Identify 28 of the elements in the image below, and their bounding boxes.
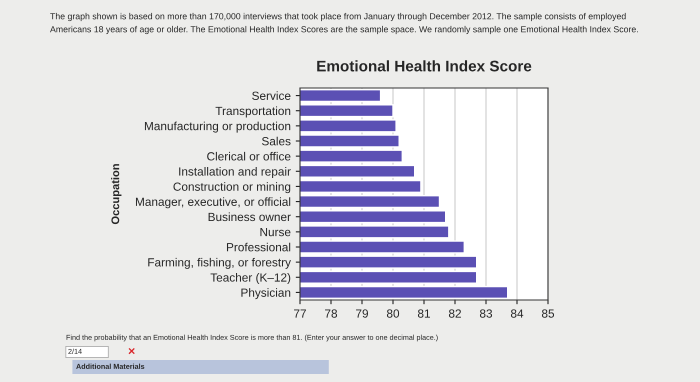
text: Americans 18 years of age or older. The Emotional Health Index Scores are the sample space. We randomly sample one Emotional Health Index Score.: [50, 26, 638, 34]
y-tick-label: Farming, fishing, or forestry: [148, 258, 291, 269]
x-tick-label: 78: [325, 309, 338, 318]
y-tick-label: Business owner: [208, 212, 291, 222]
text: ×: [128, 348, 135, 354]
x-tick-label: 77: [294, 309, 306, 318]
y-tick-label: Sales: [262, 136, 291, 146]
y-axis-title: Occupation: [111, 164, 122, 224]
text: The graph shown is based on more than 170,000 interviews that took place from January through December 2012. The sample consists of employed: [50, 12, 626, 22]
y-tick-label: Manufacturing or production: [144, 122, 290, 133]
y-tick-label: Teacher (K–12): [210, 273, 290, 284]
chart-title: Emotional Health Index Score: [317, 60, 532, 72]
x-tick-label: 79: [356, 309, 368, 318]
x-tick-label: 83: [480, 309, 492, 318]
y-tick-label: Construction or mining: [173, 182, 290, 194]
y-tick-label: Professional: [226, 242, 290, 252]
x-tick-label: 82: [448, 309, 461, 318]
y-tick-label: Installation and repair: [179, 167, 291, 178]
y-tick-label: Nurse: [260, 228, 290, 236]
y-tick-label: Service: [252, 91, 290, 100]
y-tick-label: Manager, executive, or official: [136, 197, 290, 208]
x-tick-label: 85: [542, 309, 554, 318]
x-tick-label: 84: [510, 309, 524, 318]
y-tick-label: Transportation: [216, 106, 290, 118]
x-tick-label: 80: [386, 309, 400, 318]
x-tick-label: 81: [418, 309, 430, 318]
y-tick-label: Physician: [241, 288, 290, 300]
y-tick-label: Clerical or office: [207, 152, 290, 161]
